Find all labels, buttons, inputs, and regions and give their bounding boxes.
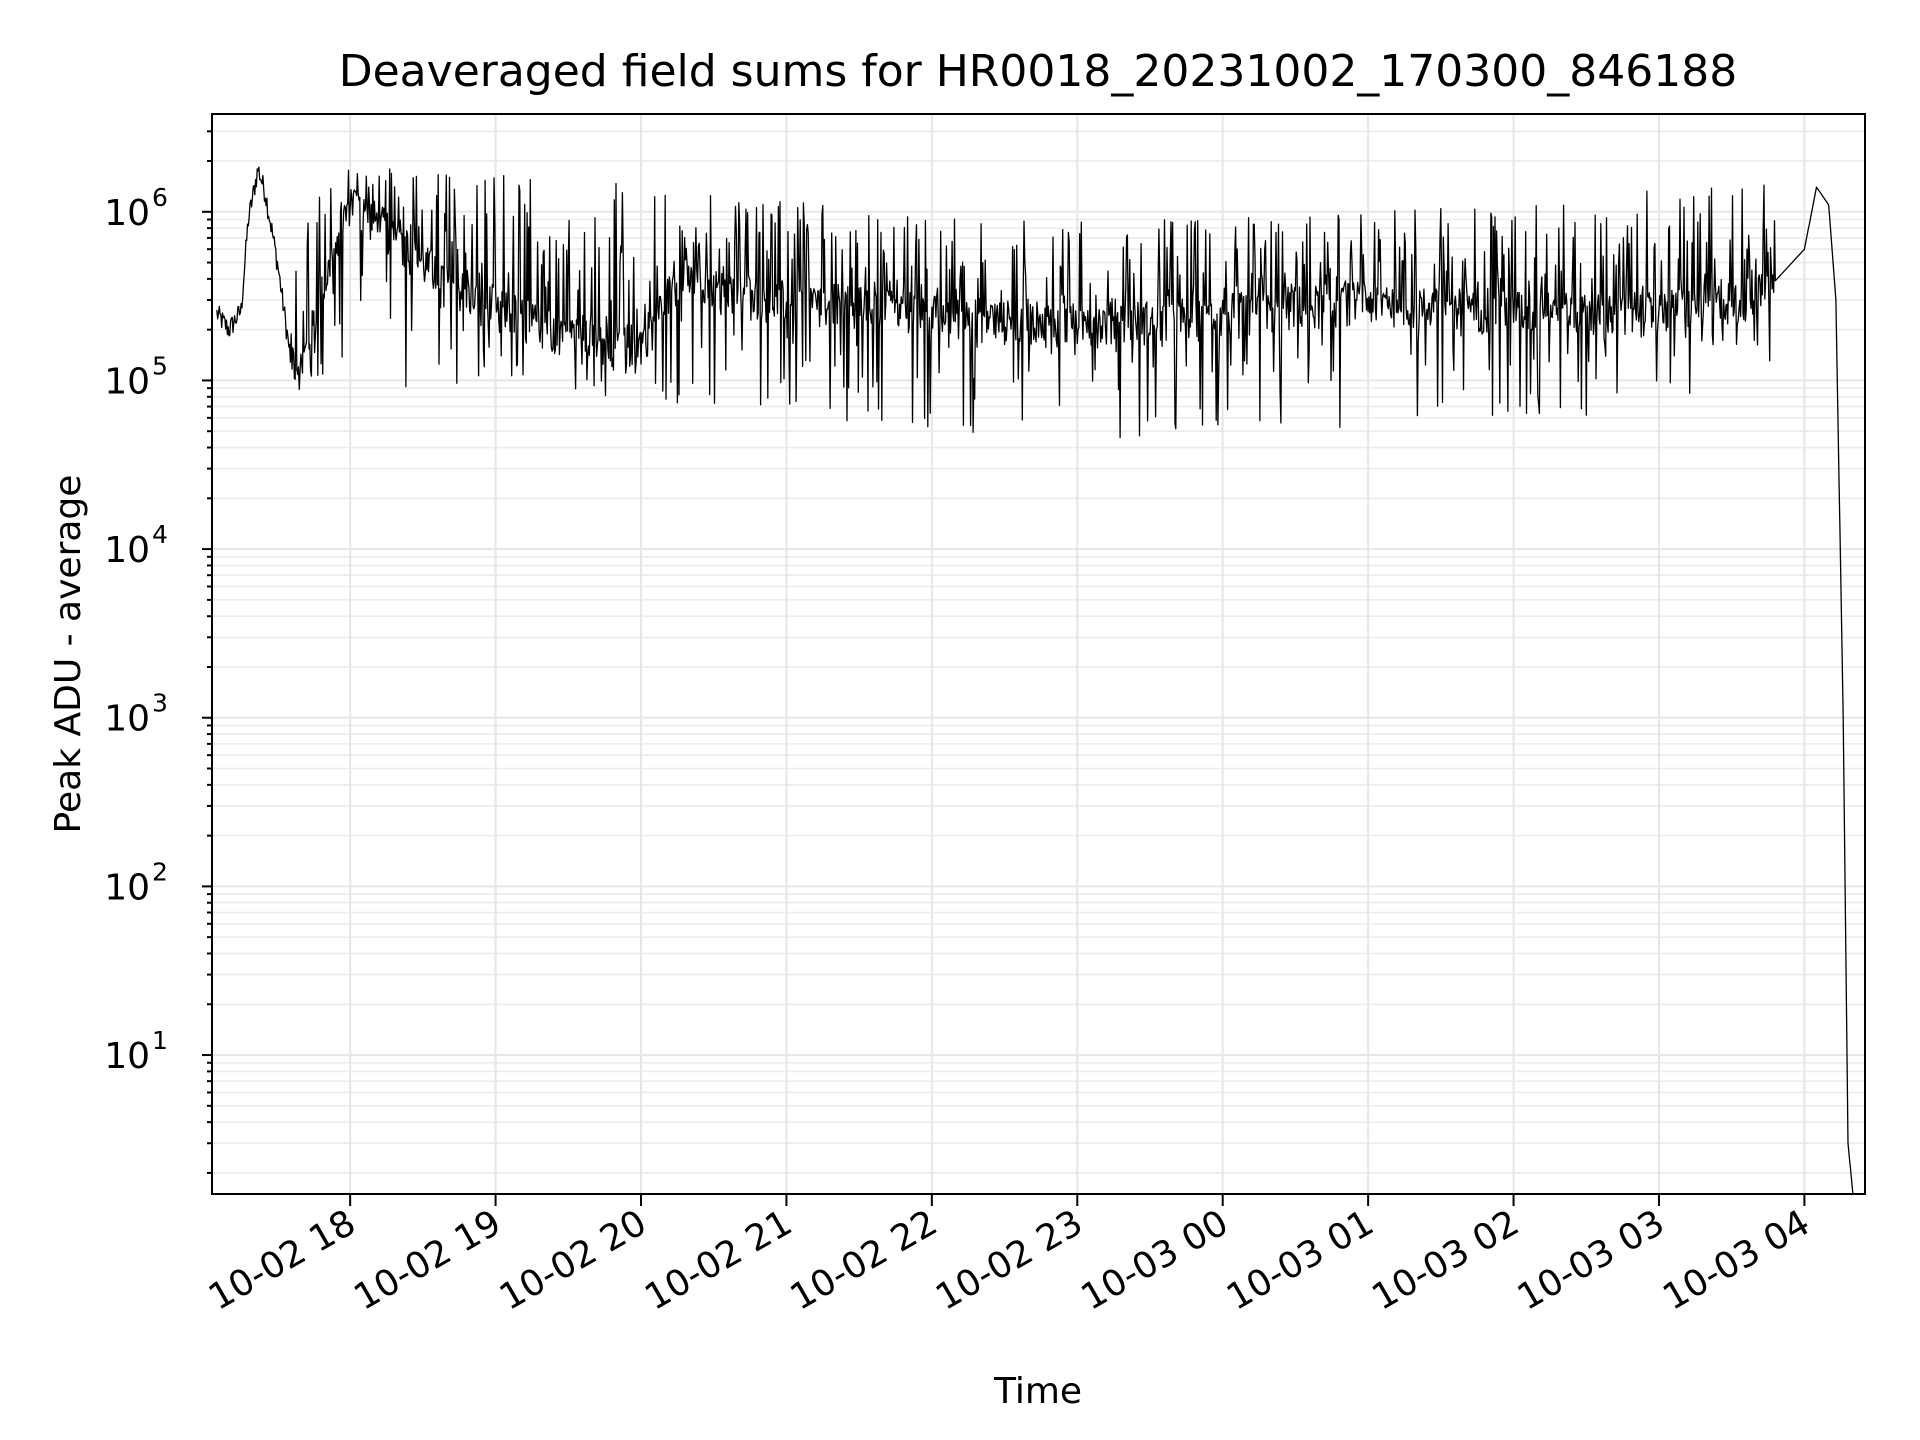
- x-axis-label: Time: [993, 1371, 1082, 1412]
- y-tick-label: 10: [104, 193, 150, 234]
- chart-title: Deaveraged field sums for HR0018_2023100…: [339, 46, 1738, 97]
- x-tick-label: 10-02 18: [202, 1202, 363, 1318]
- x-tick-label: 10-03 04: [1656, 1202, 1817, 1318]
- y-tick-exponent: 6: [152, 183, 168, 212]
- series-line: [216, 166, 1854, 1195]
- y-tick-exponent: 2: [152, 857, 168, 886]
- x-tick-label: 10-03 01: [1220, 1202, 1381, 1318]
- x-tick-label: 10-03 02: [1365, 1202, 1526, 1318]
- x-tick-label: 10-02 22: [784, 1202, 945, 1318]
- y-tick-label: 10: [104, 361, 150, 402]
- y-tick-label: 10: [104, 530, 150, 571]
- x-tick-label: 10-02 20: [493, 1202, 654, 1318]
- series-line-group: [216, 166, 1854, 1195]
- x-tick-label: 10-02 19: [347, 1202, 508, 1318]
- plot-frame: [211, 113, 1866, 1195]
- y-tick-label: 10: [104, 867, 150, 908]
- x-tick-label: 10-03 03: [1511, 1202, 1672, 1318]
- y-tick-exponent: 5: [152, 351, 168, 380]
- y-tick-label: 10: [104, 699, 150, 740]
- x-tick-label: 10-02 21: [638, 1202, 799, 1318]
- x-tick-label: 10-02 23: [929, 1202, 1090, 1318]
- x-tick-label: 10-03 00: [1075, 1202, 1236, 1318]
- y-tick-exponent: 4: [152, 520, 168, 549]
- y-tick-exponent: 3: [152, 689, 168, 718]
- y-axis-label: Peak ADU - average: [48, 475, 89, 834]
- y-tick-exponent: 1: [152, 1026, 168, 1055]
- y-tick-label: 10: [104, 1036, 150, 1077]
- grid-lines: [212, 114, 1865, 1194]
